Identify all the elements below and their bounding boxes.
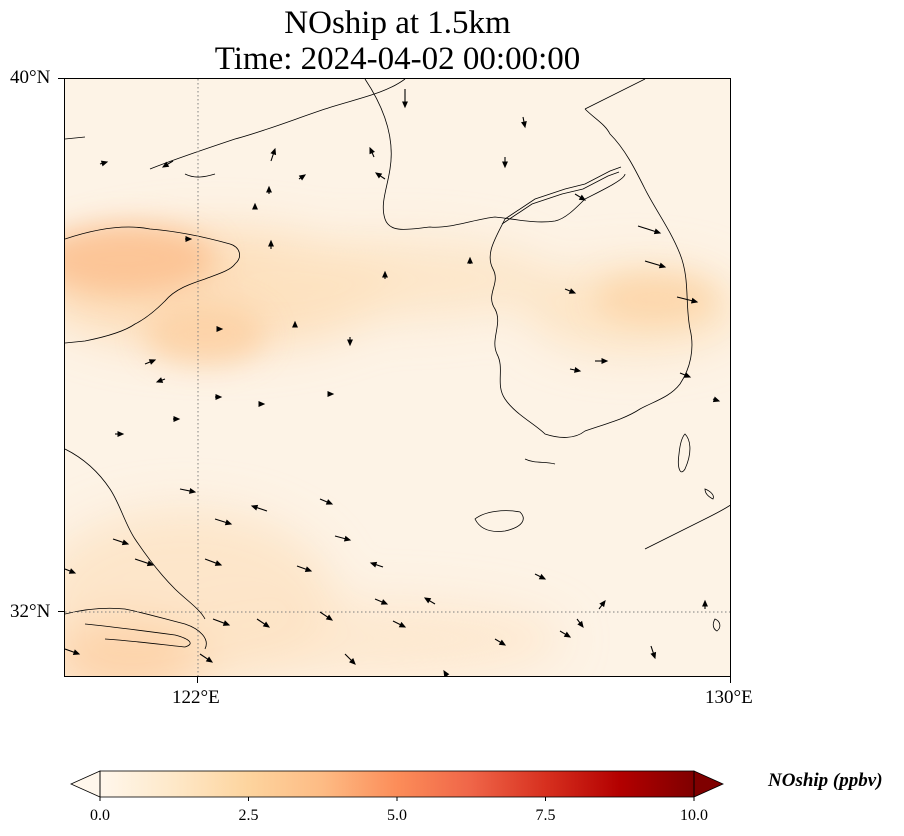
wind-arrow-head — [214, 560, 223, 566]
gridlines — [65, 79, 730, 676]
wind-arrow-head — [222, 620, 231, 626]
colorbar — [70, 770, 724, 801]
wind-arrow-head — [712, 396, 721, 403]
colorbar-tick-0: 0.0 — [90, 807, 110, 824]
wind-arrow-head — [262, 621, 271, 628]
wind-arrow-head — [369, 146, 375, 155]
map-canvas — [65, 79, 730, 676]
wind-arrow-head — [369, 561, 378, 568]
wind-arrow-head — [155, 377, 164, 383]
colorbar-title: NOship (ppbv) — [768, 770, 883, 791]
map-title: NOship at 1.5km — [284, 5, 511, 41]
colorbar-extend-low — [70, 770, 101, 798]
wind-arrow-head — [568, 288, 577, 294]
coastlines — [65, 79, 730, 650]
wind-arrow-head — [298, 174, 307, 181]
wind-arrow-shaft — [637, 225, 658, 233]
wind-arrow-head — [327, 391, 335, 397]
wind-arrow-head — [325, 499, 334, 505]
wind-arrow-head — [574, 367, 582, 373]
wind-arrow-head — [690, 297, 699, 304]
wind-arrow-head — [270, 147, 277, 156]
lon-tick-122 — [197, 677, 198, 683]
wind-arrow-head — [304, 566, 313, 572]
wind-arrow-head — [252, 202, 258, 210]
wind-arrow-head — [398, 621, 407, 628]
wind-arrow-head — [521, 121, 527, 129]
lon-label-130: 130°E — [705, 687, 753, 708]
map-time-subtitle: Time: 2024-04-02 00:00:00 — [214, 41, 581, 77]
wind-arrow-head — [538, 573, 547, 580]
wind-arrow-head — [215, 394, 223, 400]
wind-arrow-head — [702, 599, 708, 607]
wind-arrow-head — [380, 599, 389, 605]
colorbar-tick-5: 5.0 — [387, 807, 407, 824]
wind-arrow-head — [68, 568, 77, 574]
lat-tick-32 — [58, 611, 64, 612]
lat-label-40: 40°N — [10, 67, 51, 88]
colorbar-ticks — [99, 797, 695, 801]
wind-arrow-head — [502, 161, 508, 169]
lat-tick-40 — [58, 78, 64, 79]
wind-arrow-head — [250, 504, 259, 511]
colorbar-tick-7-5: 7.5 — [535, 807, 556, 824]
wind-arrow-head — [382, 270, 388, 278]
wind-arrow-shaft — [644, 260, 663, 267]
colorbar-tick-2-5: 2.5 — [238, 807, 259, 824]
wind-arrow-head — [205, 656, 214, 663]
wind-arrow-head — [268, 239, 274, 247]
lon-label-122: 122°E — [172, 687, 220, 708]
wind-arrow-head — [563, 631, 572, 638]
wind-arrow-head — [349, 658, 356, 665]
wind-arrow-head — [266, 185, 272, 193]
wind-arrow-head — [402, 101, 408, 109]
wind-arrow-head — [658, 262, 667, 269]
wind-arrow-head — [577, 620, 584, 628]
colorbar-extend-high — [693, 770, 724, 798]
wind-arrow-head — [216, 326, 224, 332]
wind-arrow-head — [185, 236, 193, 242]
wind-arrow-head — [224, 519, 233, 526]
wind-arrow-head — [72, 649, 81, 655]
wind-arrow-shaft — [134, 558, 151, 565]
wind-arrow-head — [374, 172, 383, 179]
wind-arrow-head — [258, 401, 266, 407]
wind-arrow-head — [292, 320, 298, 328]
wind-arrow-head — [683, 372, 692, 378]
wind-arrow-head — [117, 431, 125, 437]
lon-tick-130 — [730, 677, 731, 683]
wind-arrow-head — [121, 539, 130, 546]
wind-arrow-head — [325, 614, 334, 621]
wind-arrow-head — [343, 535, 352, 542]
wind-arrow-head — [146, 560, 155, 567]
lat-label-32: 32°N — [10, 601, 51, 622]
wind-arrow-head — [148, 359, 157, 365]
wind-arrow-head — [601, 358, 609, 364]
wind-arrow-head — [650, 651, 657, 660]
wind-arrow-head — [173, 416, 181, 422]
wind-vectors — [65, 89, 721, 676]
wind-arrow-head — [578, 194, 587, 201]
wind-arrow-head — [467, 256, 473, 264]
wind-arrow-head — [443, 669, 450, 676]
wind-arrow-head — [161, 161, 170, 168]
wind-arrow-head — [100, 160, 109, 167]
wind-arrow-head — [599, 600, 606, 608]
wind-arrow-head — [653, 228, 662, 235]
concentration-field — [65, 79, 730, 676]
wind-arrow-head — [498, 639, 507, 646]
wind-arrow-head — [189, 488, 197, 494]
colorbar-tick-10: 10.0 — [680, 807, 708, 824]
wind-arrow-head — [423, 597, 432, 604]
map-panel — [64, 78, 731, 677]
wind-arrow-shaft — [676, 296, 695, 302]
colorbar-gradient — [100, 771, 694, 797]
wind-arrow-head — [347, 339, 353, 347]
